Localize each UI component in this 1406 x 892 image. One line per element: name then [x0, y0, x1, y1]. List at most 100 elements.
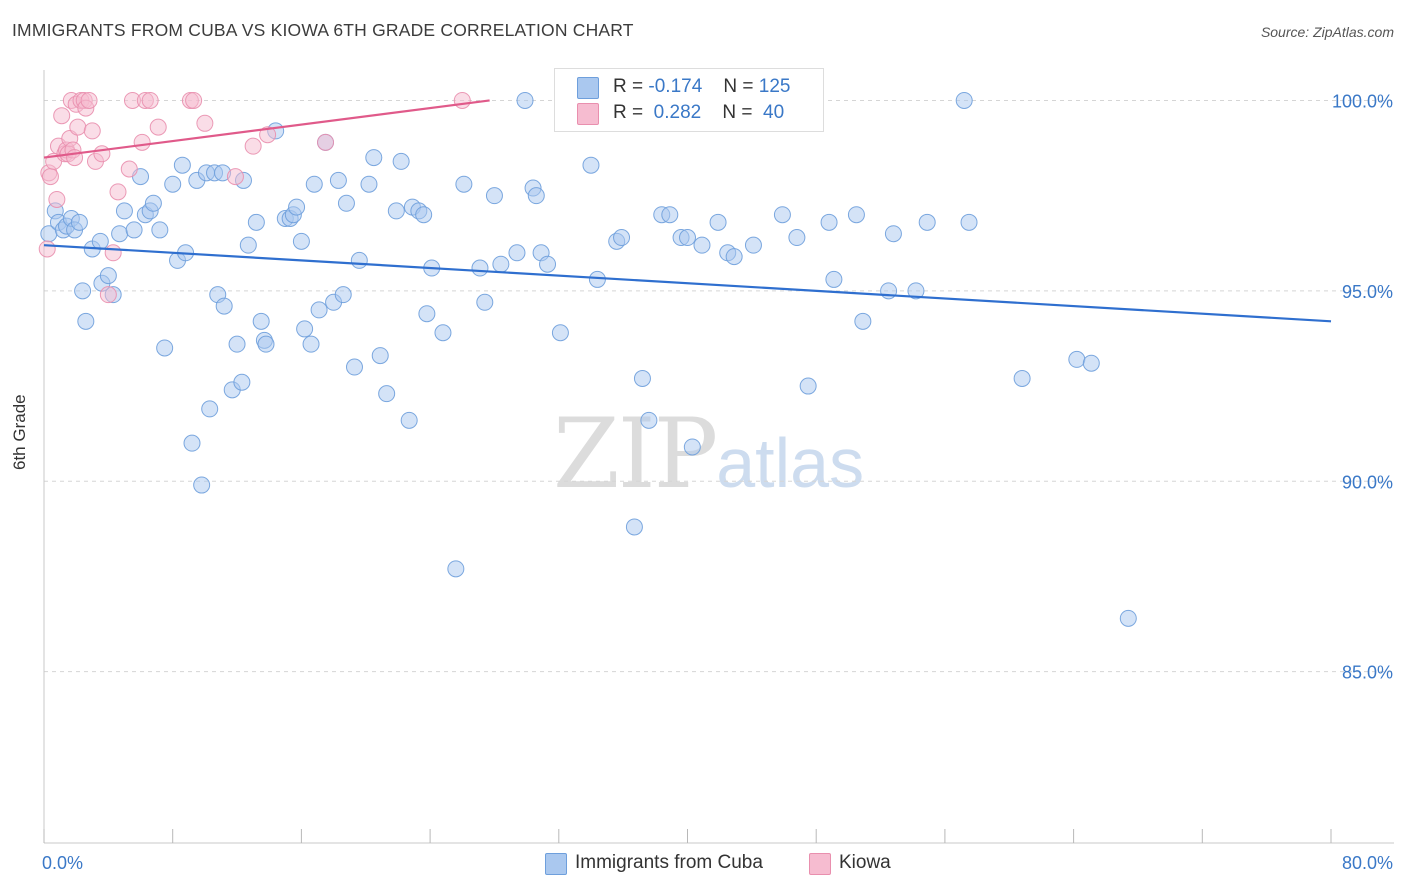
kiowa-point	[38, 240, 56, 258]
series-legend: Immigrants from Cuba Kiowa	[0, 850, 1406, 878]
kiowa-point	[69, 118, 87, 136]
cuba-point	[508, 244, 526, 262]
cuba-point	[847, 206, 865, 224]
cuba-point	[415, 206, 433, 224]
kiowa-point	[104, 244, 122, 262]
cuba-point	[709, 213, 727, 231]
cuba-point	[334, 286, 352, 304]
kiowa-point	[141, 91, 159, 109]
cuba-point	[115, 202, 133, 220]
kiowa-point	[196, 114, 214, 132]
cuba-point	[679, 229, 696, 247]
cuba-point	[799, 377, 817, 395]
cuba-point	[400, 411, 418, 429]
cuba-point	[257, 335, 275, 353]
cuba-point	[907, 282, 925, 300]
kiowa-point	[317, 133, 335, 151]
cuba-point	[955, 91, 973, 109]
legend-n-label: N =	[722, 102, 753, 123]
cuba-point	[329, 171, 347, 189]
cuba-point	[292, 232, 310, 250]
cuba-point	[387, 202, 405, 220]
cuba-point	[201, 400, 219, 418]
legend-r-value: 0.282	[653, 102, 702, 123]
cuba-point	[173, 156, 191, 174]
kiowa-point	[80, 91, 98, 109]
cuba-point	[539, 255, 557, 273]
cuba-point	[228, 335, 246, 353]
cuba-point	[820, 213, 838, 231]
cuba-point	[345, 358, 363, 376]
x-tick-label: 0.0%	[42, 853, 83, 873]
kiowa-point	[120, 160, 138, 178]
cuba-point	[683, 438, 701, 456]
cuba-legend-swatch	[545, 853, 567, 875]
kiowa-legend-swatch	[809, 853, 831, 875]
y-tick-label: 95.0%	[1342, 282, 1393, 302]
cuba-point	[825, 270, 843, 288]
kiowa-swatch	[577, 103, 599, 125]
cuba-point	[527, 187, 545, 205]
kiowa-point	[259, 126, 277, 144]
cuba-point	[392, 152, 410, 170]
cuba-point	[310, 301, 328, 319]
chart-title: IMMIGRANTS FROM CUBA VS KIOWA 6TH GRADE …	[12, 20, 634, 40]
legend-n-value: 40	[763, 102, 785, 123]
cuba-point	[471, 259, 489, 277]
cuba-point	[337, 194, 355, 212]
kiowa-point	[109, 183, 127, 201]
cuba-point	[625, 518, 643, 536]
kiowa-point	[41, 168, 59, 186]
cuba-point	[693, 236, 711, 254]
cuba-legend-label: Immigrants from Cuba	[575, 852, 763, 873]
cuba-point	[485, 187, 503, 205]
cuba-point	[91, 232, 109, 250]
data-points	[38, 91, 1137, 627]
cuba-point	[193, 476, 211, 494]
cuba-point	[215, 297, 233, 315]
cuba-point	[1068, 350, 1086, 368]
cuba-point	[296, 320, 314, 338]
cuba-point	[70, 213, 88, 231]
legend-r-label: R =	[613, 102, 644, 123]
cuba-point	[378, 385, 396, 403]
cuba-point	[725, 248, 743, 266]
cuba-point	[434, 324, 452, 342]
cuba-point	[492, 255, 510, 273]
cuba-point	[183, 434, 201, 452]
cuba-point	[613, 229, 631, 247]
kiowa-point	[93, 145, 111, 163]
cuba-point	[247, 213, 265, 231]
kiowa-point	[453, 91, 471, 109]
y-tick-label: 100.0%	[1332, 91, 1393, 111]
cuba-point	[365, 149, 383, 167]
kiowa-point	[149, 118, 167, 136]
cuba-point	[455, 175, 473, 193]
cuba-point	[77, 312, 95, 330]
kiowa-point	[244, 137, 262, 155]
cuba-point	[582, 156, 600, 174]
kiowa-point	[48, 190, 66, 208]
cuba-point	[588, 270, 606, 288]
legend-r-label: R =	[613, 76, 644, 97]
cuba-point	[371, 347, 389, 365]
cuba-point	[640, 411, 658, 429]
cuba-point	[252, 312, 270, 330]
kiowa-point	[83, 122, 101, 140]
correlation-legend: R = -0.174 N = 125 R = 0.282 N = 40	[554, 68, 824, 132]
cuba-point	[884, 225, 902, 243]
legend-n-value: 125	[758, 76, 791, 97]
kiowa-point	[226, 168, 244, 186]
cuba-point	[788, 229, 806, 247]
kiowa-trend-line	[43, 99, 490, 159]
kiowa-point	[53, 107, 71, 125]
cuba-point	[111, 225, 129, 243]
cuba-point	[144, 194, 162, 212]
cuba-point	[476, 293, 494, 311]
cuba-point	[288, 198, 306, 216]
cuba-point	[918, 213, 936, 231]
cuba-point	[239, 236, 257, 254]
watermark: ZIPatlas	[553, 398, 864, 510]
trend-lines	[43, 99, 1332, 323]
